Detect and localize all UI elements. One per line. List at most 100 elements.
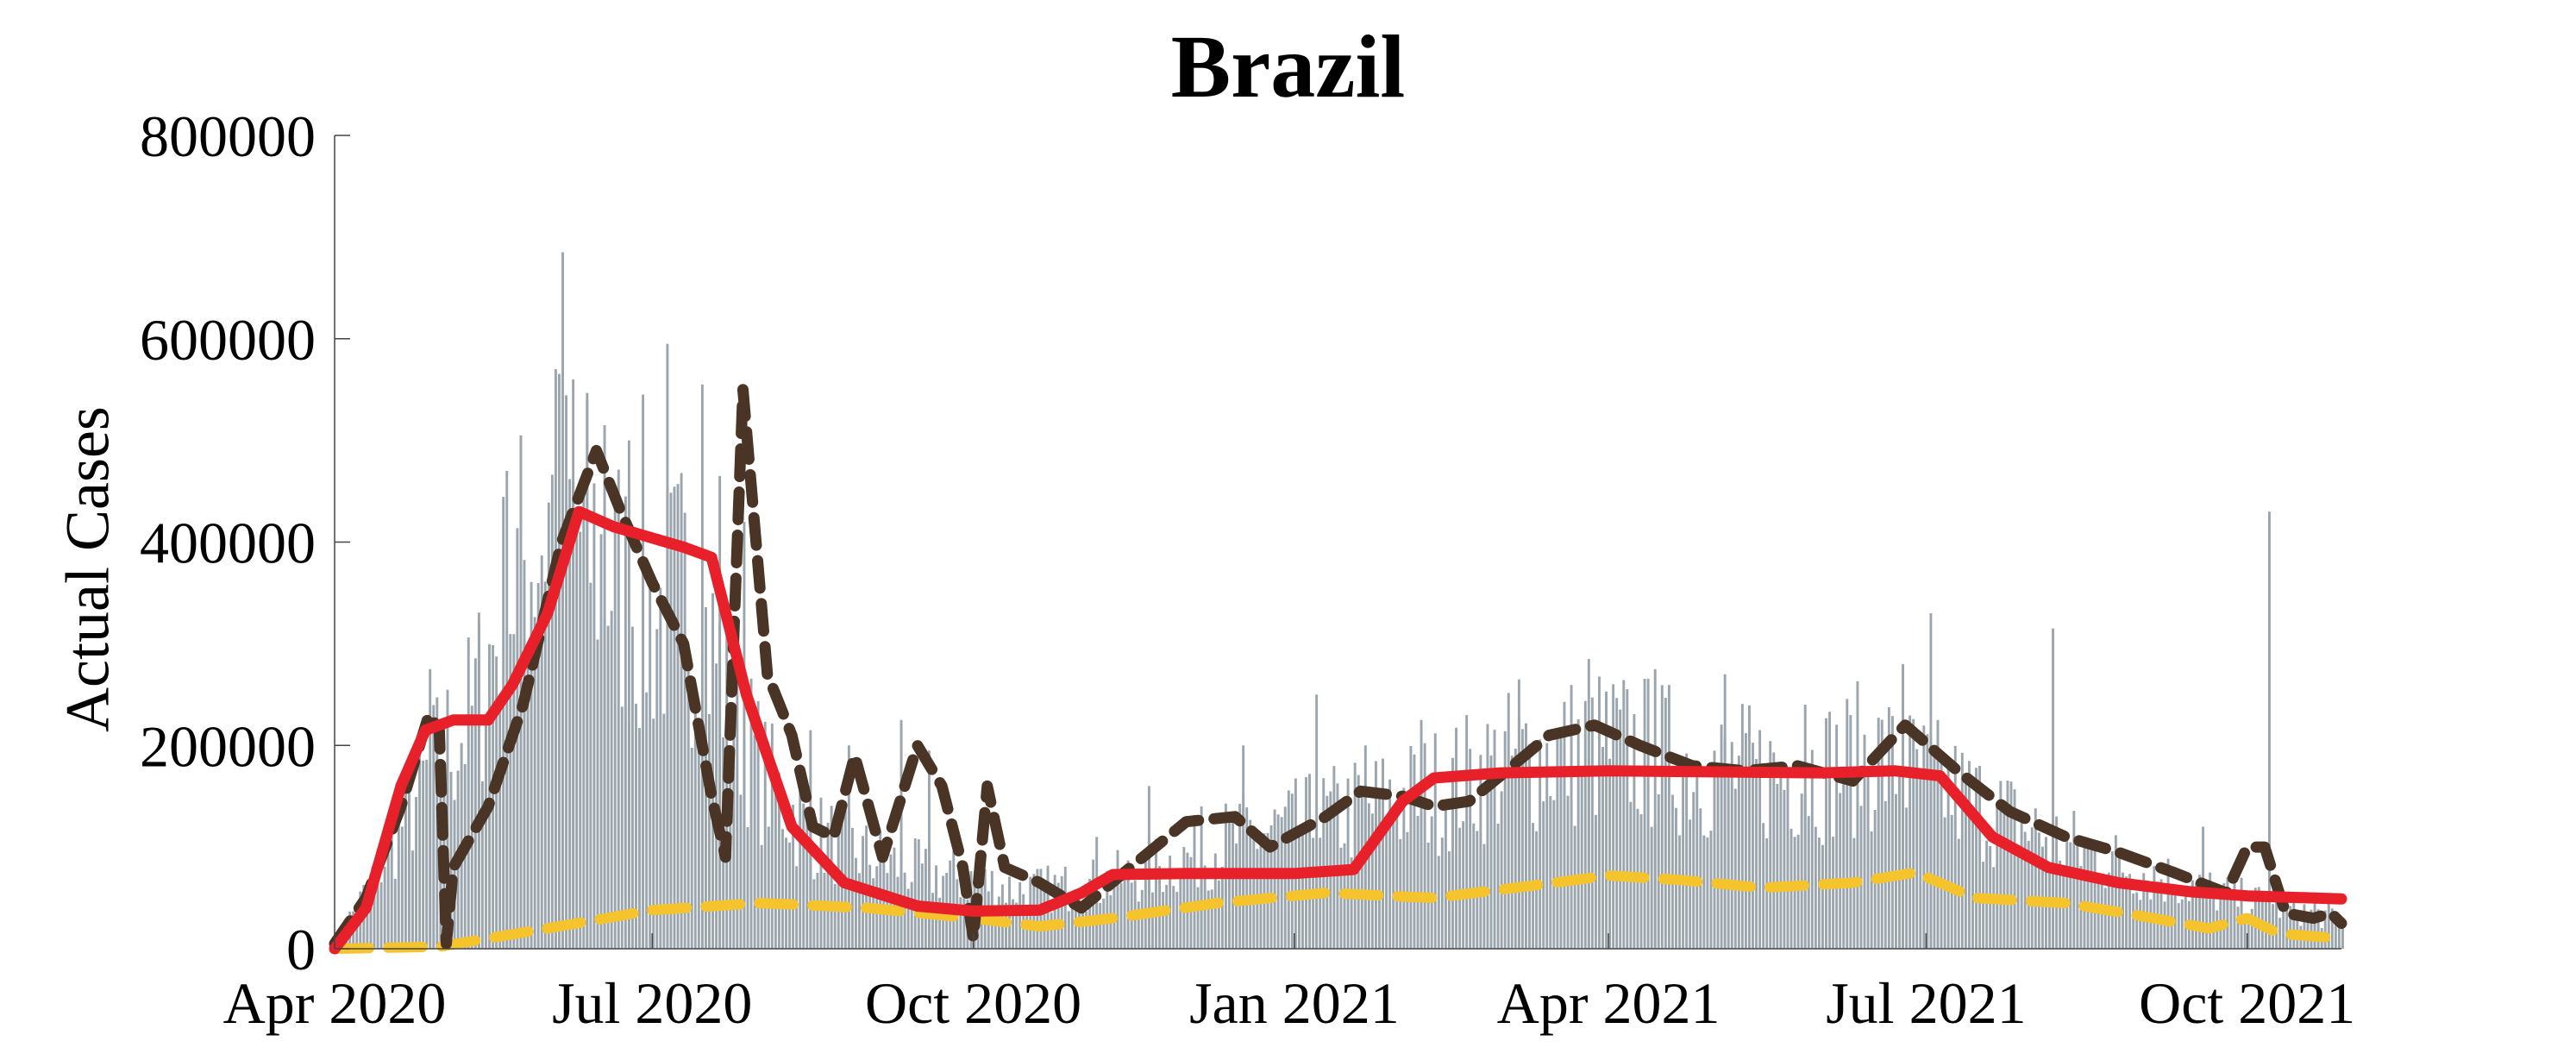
lines-group	[329, 384, 2347, 955]
daily-bar	[1702, 835, 1706, 949]
daily-bar	[2135, 892, 2139, 949]
daily-bar	[2153, 866, 2156, 949]
daily-bar	[2006, 781, 2009, 949]
daily-bar	[1056, 882, 1060, 949]
daily-bar	[1217, 880, 1220, 949]
daily-bar	[2086, 847, 2090, 949]
daily-bar	[1590, 697, 1594, 949]
daily-bar	[732, 730, 736, 949]
daily-bar	[1576, 718, 1580, 949]
daily-bar	[2076, 844, 2079, 949]
daily-bar	[1263, 833, 1266, 949]
x-tick-label: Jan 2021	[1189, 970, 1400, 1036]
daily-bar	[1050, 913, 1053, 949]
spike-bar	[847, 745, 850, 949]
daily-bar	[1385, 831, 1388, 949]
daily-bar	[2034, 808, 2037, 949]
daily-bar	[777, 772, 780, 949]
y-tick-label: 600000	[140, 307, 316, 373]
x-tick-label: Jul 2021	[1826, 970, 2026, 1036]
daily-bar	[1839, 793, 1842, 949]
daily-bar	[540, 555, 543, 949]
daily-bar	[763, 721, 767, 949]
daily-bar	[366, 888, 369, 949]
daily-bar	[2226, 877, 2229, 949]
daily-bar	[830, 806, 833, 949]
daily-bar	[2233, 876, 2236, 949]
daily-bar	[473, 658, 477, 949]
daily-bar	[2149, 899, 2153, 949]
daily-bar	[526, 668, 530, 949]
daily-bar	[1682, 766, 1685, 949]
daily-bar	[1940, 760, 1943, 949]
daily-bar	[1528, 743, 1531, 949]
daily-bar	[509, 634, 512, 949]
daily-bar	[550, 474, 554, 949]
daily-bar	[1472, 823, 1476, 949]
daily-bar	[2093, 850, 2097, 949]
daily-bar	[2030, 827, 2034, 949]
spike-bar	[603, 424, 606, 949]
spike-bar	[1315, 694, 1319, 949]
daily-bar	[1556, 734, 1559, 949]
daily-bar	[2198, 875, 2201, 949]
daily-bar	[1608, 758, 1612, 949]
daily-bar	[1060, 875, 1063, 949]
daily-bar	[855, 857, 857, 949]
daily-bar	[2132, 893, 2135, 949]
daily-bar	[739, 794, 743, 949]
daily-bar	[2114, 835, 2117, 949]
daily-bar	[1458, 827, 1462, 949]
x-tick-label: Jul 2020	[552, 970, 752, 1036]
daily-bar	[1165, 884, 1169, 949]
daily-bar	[1999, 781, 2003, 949]
daily-bar	[1116, 850, 1119, 949]
daily-bar	[2055, 816, 2059, 949]
daily-bar	[2139, 900, 2142, 949]
daily-bar	[1382, 758, 1384, 949]
daily-bar	[1887, 706, 1890, 949]
daily-bar	[1946, 762, 1950, 949]
daily-bar	[2191, 880, 2194, 949]
daily-bar	[1339, 847, 1343, 949]
daily-bar	[1207, 890, 1210, 949]
daily-bar	[383, 866, 386, 949]
brown-dashed-line	[329, 384, 2347, 950]
daily-bar	[1730, 742, 1733, 949]
daily-bar	[1392, 809, 1395, 949]
daily-bar	[2316, 909, 2320, 949]
daily-bar	[1852, 837, 1856, 949]
daily-bar	[2330, 908, 2334, 949]
daily-bar	[1269, 825, 1273, 949]
daily-bar	[498, 708, 502, 949]
daily-bar	[785, 837, 787, 949]
daily-bar	[1890, 716, 1894, 949]
daily-bar	[1800, 793, 1803, 949]
daily-bar	[1832, 837, 1835, 949]
daily-bar	[1437, 856, 1440, 949]
daily-bar	[512, 634, 516, 949]
daily-bar	[1430, 816, 1433, 949]
daily-bar	[1758, 730, 1762, 949]
daily-bar	[411, 850, 414, 949]
daily-bar	[1601, 746, 1604, 949]
daily-bar	[938, 897, 942, 949]
daily-bar	[1566, 795, 1570, 949]
daily-bar	[1646, 678, 1650, 949]
daily-bar	[1807, 816, 1810, 949]
daily-bar	[1678, 835, 1681, 949]
daily-bar	[1539, 739, 1542, 949]
daily-bar	[1615, 698, 1619, 949]
daily-bar	[924, 849, 927, 949]
daily-bar	[1514, 749, 1517, 949]
daily-bar	[645, 692, 649, 949]
daily-bar	[760, 844, 763, 949]
daily-bar	[1496, 823, 1500, 949]
daily-bar	[2083, 844, 2086, 949]
daily-bar	[1081, 907, 1084, 949]
daily-bar	[2243, 919, 2247, 949]
spike-bar	[2052, 628, 2055, 949]
daily-bar	[1950, 814, 1953, 949]
daily-bar	[2142, 873, 2146, 949]
daily-bar	[767, 826, 770, 949]
